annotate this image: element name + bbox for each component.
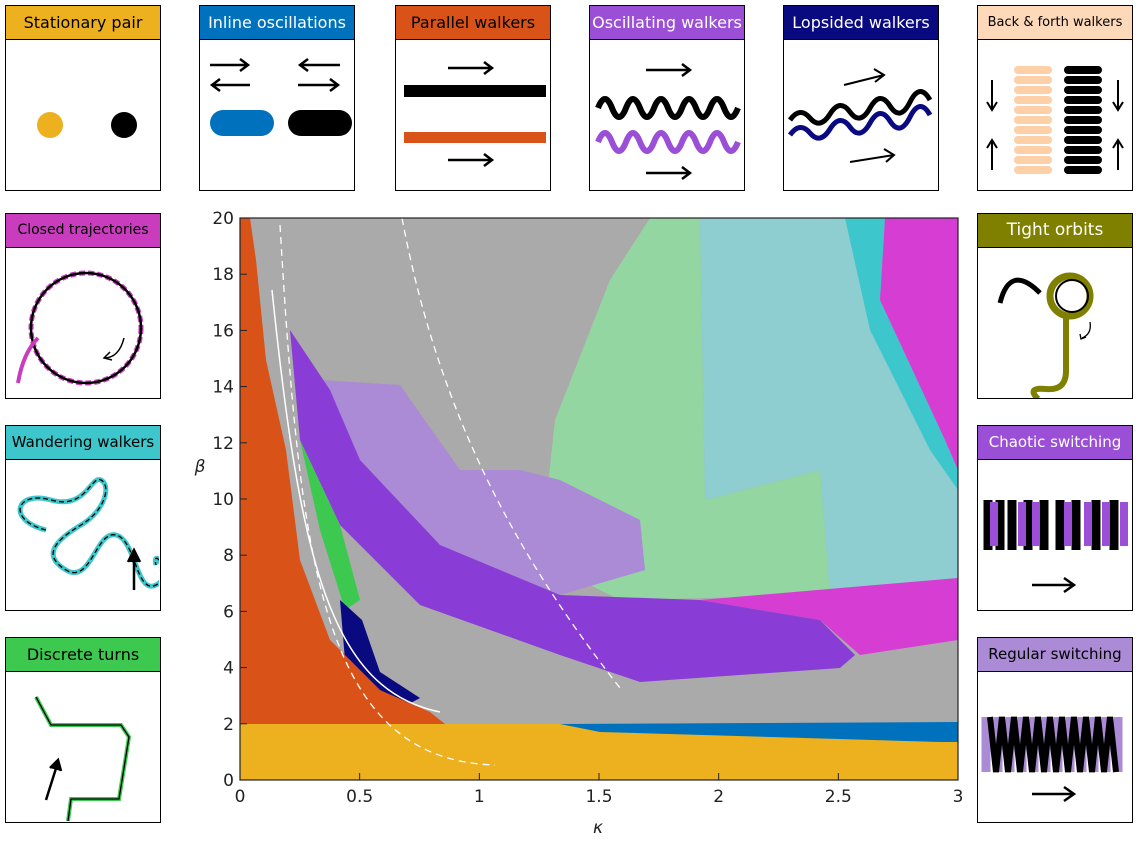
regime-region: [540, 218, 830, 600]
boundary-curve: [271, 289, 441, 713]
panel-title: Tight orbits: [978, 214, 1132, 248]
panel-title: Closed trajectories: [6, 214, 160, 248]
panel: Back & forth walkers: [977, 5, 1133, 191]
panel-title: Chaotic switching: [978, 426, 1132, 460]
panel-title: Wandering walkers: [6, 426, 160, 460]
x-tick-label: 1: [474, 787, 485, 807]
illustration: [34, 696, 132, 822]
regime-region: [700, 218, 958, 595]
regions: [240, 217, 958, 780]
x-tick-label: 0: [235, 787, 246, 807]
x-tick-label: 0.5: [346, 787, 373, 807]
illustration: [17, 477, 159, 590]
regime-region: [880, 218, 958, 470]
panel: Wandering walkers: [5, 425, 161, 611]
y-tick-label: 10: [212, 490, 234, 510]
panel: Lopsided walkers: [783, 5, 939, 191]
x-tick-label: 2.5: [825, 787, 852, 807]
x-tick-label: 1.5: [585, 787, 612, 807]
panel-title: Back & forth walkers: [978, 6, 1132, 40]
panel-title: Regular switching: [978, 638, 1132, 672]
regime-region: [290, 330, 855, 682]
y-tick-label: 20: [212, 209, 234, 229]
regime-region: [240, 218, 445, 724]
illustration: [983, 500, 1128, 594]
illustration: [37, 112, 137, 138]
boundary-curve: [401, 217, 621, 689]
y-axis-label: β: [194, 457, 206, 477]
x-tick-label: 2: [713, 787, 724, 807]
panel: Closed trajectories: [5, 213, 161, 399]
panel-title: Inline oscillations: [200, 6, 354, 40]
panel: Regular switching: [977, 637, 1133, 823]
panel-title: Discrete turns: [6, 638, 160, 672]
illustration: [787, 68, 933, 163]
panel: Chaotic switching: [977, 425, 1133, 611]
boundary-curve: [279, 224, 496, 766]
panel: Discrete turns: [5, 637, 161, 823]
regime-region: [240, 724, 958, 780]
illustration: [209, 58, 352, 136]
illustration: [595, 63, 741, 180]
panel: Tight orbits: [977, 213, 1133, 399]
illustration: [986, 66, 1124, 174]
illustration: [16, 270, 144, 386]
panel-title: Oscillating walkers: [590, 6, 744, 40]
y-tick-label: 18: [212, 265, 234, 285]
regime-region: [560, 722, 958, 742]
illustration: [404, 61, 546, 167]
panel-title: Stationary pair: [6, 6, 160, 40]
panel-title: Parallel walkers: [396, 6, 550, 40]
y-tick-label: 0: [223, 771, 234, 791]
regime-region: [320, 380, 645, 595]
y-tick-label: 2: [223, 715, 234, 735]
illustration: [997, 272, 1094, 398]
y-tick-label: 6: [223, 602, 234, 622]
y-tick-label: 16: [212, 321, 234, 341]
panel: Parallel walkers: [395, 5, 551, 191]
y-tick-label: 8: [223, 546, 234, 566]
x-axis-label: κ: [593, 818, 603, 838]
x-tick-label: 3: [953, 787, 964, 807]
panel: Oscillating walkers: [589, 5, 745, 191]
regime-region: [300, 440, 360, 610]
y-tick-label: 14: [212, 378, 234, 398]
panel-title: Lopsided walkers: [784, 6, 938, 40]
regime-region: [700, 578, 958, 655]
regime-region: [845, 218, 958, 490]
panel: Stationary pair: [5, 5, 161, 191]
illustration: [981, 716, 1123, 803]
y-tick-label: 4: [223, 659, 234, 679]
y-tick-label: 12: [212, 434, 234, 454]
panel: Inline oscillations: [199, 5, 355, 191]
